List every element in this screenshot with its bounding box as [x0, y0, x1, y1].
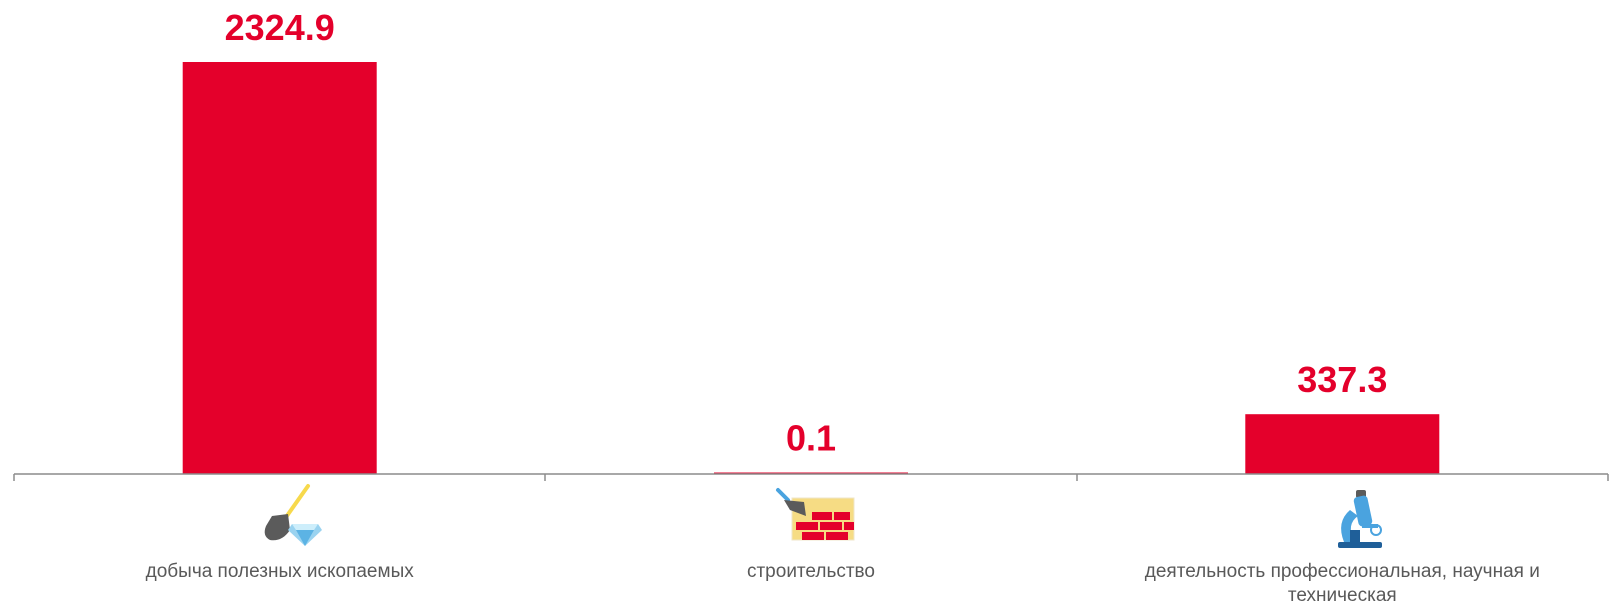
shovel-diamond-icon — [264, 484, 322, 546]
bar — [1245, 414, 1440, 474]
trowel-brick-wall-icon — [776, 488, 855, 541]
x-tick-label: добыча полезных ископаемых — [145, 561, 414, 582]
data-label: 337.3 — [1297, 359, 1387, 400]
data-label: 0.1 — [786, 418, 836, 459]
x-tick-label: строительство — [746, 561, 875, 582]
bar — [182, 62, 377, 474]
data-label: 2324.9 — [225, 7, 335, 48]
microscope-icon — [1338, 490, 1382, 548]
x-tick-label: деятельность профессиональная, научная и… — [1144, 561, 1540, 606]
